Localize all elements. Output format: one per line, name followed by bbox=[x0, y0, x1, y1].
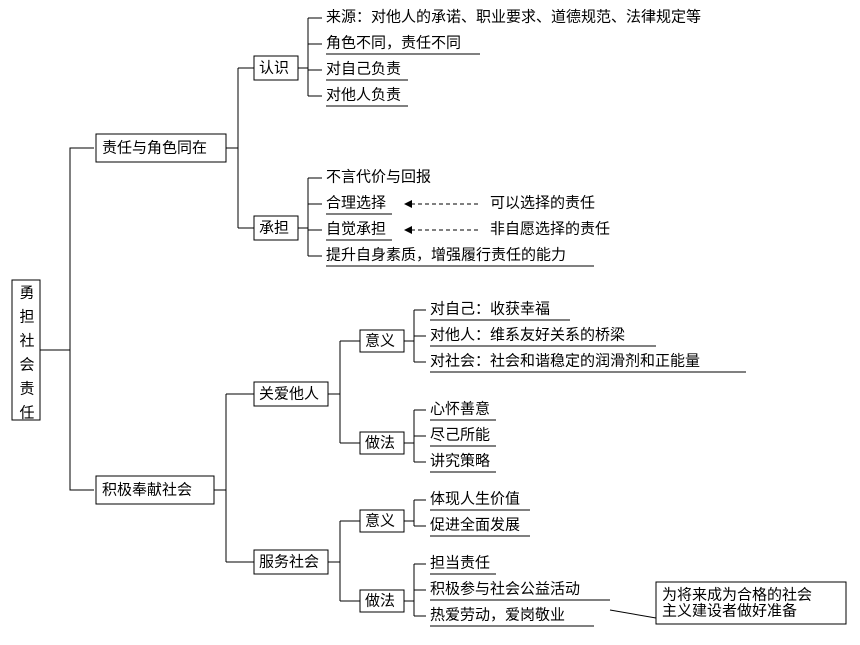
mindmap-svg: 勇担社会责任 责任与角色同在积极奉献社会 认识承担 来源：对他人的承诺、职业要求、道德… bbox=[0, 0, 860, 645]
chengdan-label: 承担 bbox=[259, 219, 289, 236]
annotation-text: 可以选择的责任 bbox=[490, 194, 595, 211]
leaf-text: 尽己所能 bbox=[430, 426, 490, 443]
root-label: 担 bbox=[20, 308, 35, 325]
root-label: 责 bbox=[20, 380, 35, 397]
leaf-text: 合理选择 bbox=[326, 194, 386, 211]
callout-line1: 为将来成为合格的社会 bbox=[662, 586, 812, 603]
guanai-label: 关爱他人 bbox=[259, 385, 319, 402]
callout-leader bbox=[610, 610, 656, 618]
fuwu-label: 服务社会 bbox=[259, 553, 319, 570]
leaf-text: 积极参与社会公益活动 bbox=[430, 580, 580, 597]
renshi-label: 认识 bbox=[259, 59, 289, 76]
leaf-text: 对社会：社会和谐稳定的润滑剂和正能量 bbox=[430, 352, 700, 369]
leaf-text: 担当责任 bbox=[430, 554, 490, 571]
callout-line2: 主义建设者做好准备 bbox=[662, 602, 797, 619]
fuwu_yiyi-label: 意义 bbox=[365, 511, 395, 529]
root-label: 会 bbox=[20, 356, 35, 373]
arrowhead bbox=[404, 200, 412, 208]
leaf-text: 体现人生价值 bbox=[430, 490, 520, 507]
root-label: 任 bbox=[20, 404, 35, 421]
leaf-text: 心怀善意 bbox=[430, 399, 490, 417]
topic2-label: 积极奉献社会 bbox=[102, 480, 192, 498]
arrowhead bbox=[404, 226, 412, 234]
leaf-text: 对自己负责 bbox=[326, 60, 401, 77]
root-label: 勇 bbox=[20, 284, 35, 301]
leaf-text: 自觉承担 bbox=[326, 220, 386, 237]
leaf-text: 对他人负责 bbox=[326, 86, 401, 103]
leaf-text: 对自己：收获幸福 bbox=[430, 300, 550, 317]
leaf-text: 促进全面发展 bbox=[430, 515, 520, 533]
leaf-text: 热爱劳动，爱岗敬业 bbox=[430, 606, 565, 623]
leaf-text: 不言代价与回报 bbox=[326, 168, 431, 185]
guanai_zuofa-label: 做法 bbox=[365, 434, 395, 451]
leaf-text: 来源：对他人的承诺、职业要求、道德规范、法律规定等 bbox=[326, 7, 701, 25]
leaf-text: 提升自身素质，增强履行责任的能力 bbox=[326, 246, 566, 263]
leaf-text: 对他人：维系友好关系的桥梁 bbox=[430, 326, 625, 343]
leaf-text: 角色不同，责任不同 bbox=[326, 34, 461, 51]
annotation-text: 非自愿选择的责任 bbox=[490, 220, 610, 237]
topic1-label: 责任与角色同在 bbox=[102, 139, 207, 156]
fuwu_zuofa-label: 做法 bbox=[365, 592, 395, 609]
leaf-text: 讲究策略 bbox=[430, 452, 490, 469]
root-label: 社 bbox=[20, 332, 35, 349]
bracket bbox=[40, 148, 94, 490]
guanai_yiyi-label: 意义 bbox=[365, 331, 395, 349]
